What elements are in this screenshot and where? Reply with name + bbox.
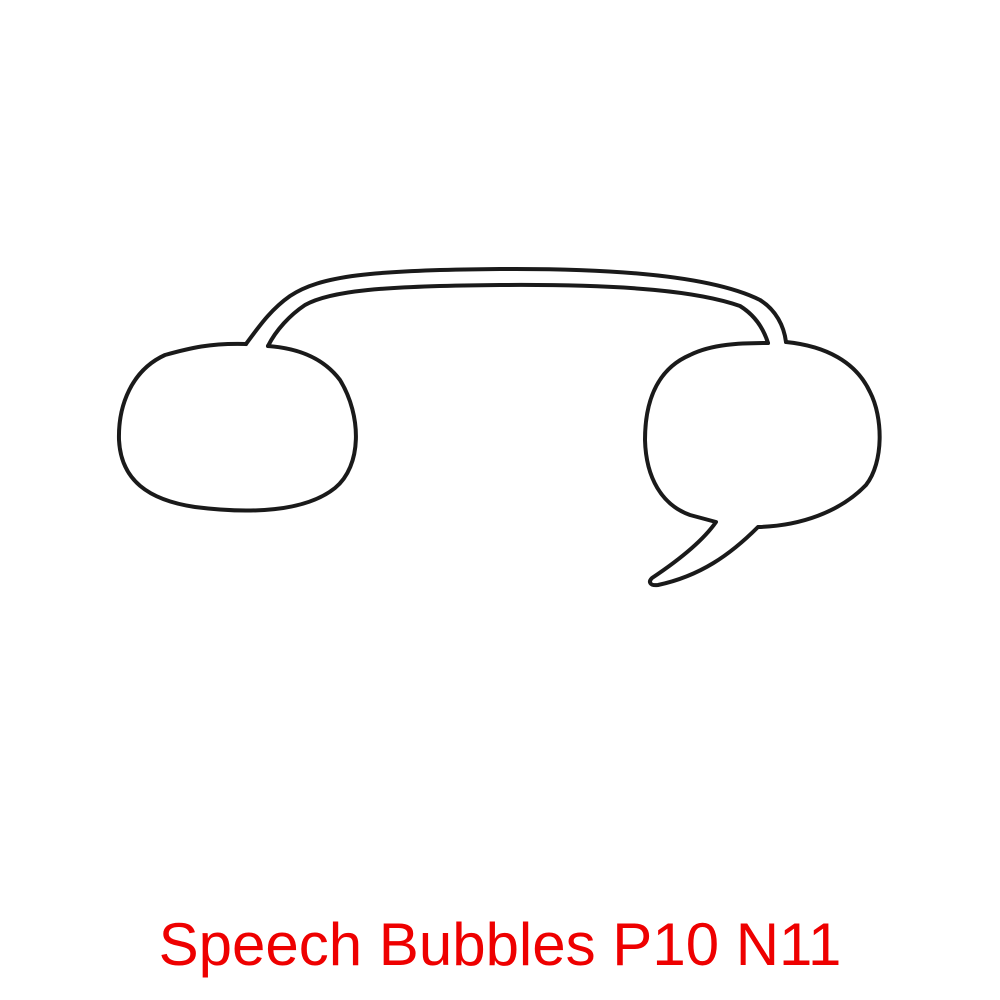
- left-speech-bubble: [116, 341, 358, 513]
- right-speech-bubble: [643, 340, 882, 588]
- connector-outer-line: [244, 266, 788, 346]
- connector-inner-line: [266, 282, 770, 348]
- caption-text: Speech Bubbles P10 N11: [158, 911, 842, 978]
